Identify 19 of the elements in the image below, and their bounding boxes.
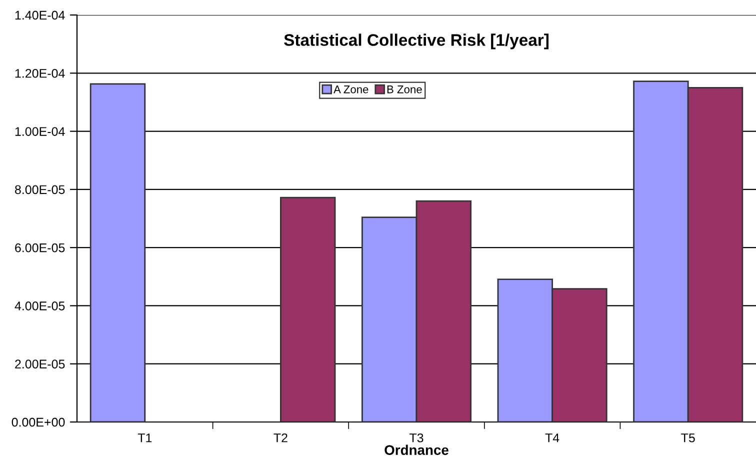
legend-label: A Zone <box>334 86 368 94</box>
y-tick-label: 1.40E-04 <box>15 10 65 20</box>
x-tick-label: T3 <box>409 433 424 442</box>
legend-label: B Zone <box>387 86 422 94</box>
y-tick-label: 6.00E-05 <box>15 243 65 252</box>
y-tick-label: 4.00E-05 <box>14 302 65 310</box>
x-tick-label: T1 <box>138 434 152 442</box>
x-axis-title: Ordnance <box>384 444 448 455</box>
y-tick-label: 8.00E-05 <box>15 185 65 194</box>
text: Statistical Collective Risk [1/year] <box>284 34 549 50</box>
y-tick-label: 1.20E-04 <box>15 68 65 78</box>
bar <box>280 196 336 422</box>
x-tick-label: T2 <box>274 433 288 442</box>
bar <box>90 83 146 422</box>
x-tick-label: T5 <box>681 434 695 442</box>
x-tick-label: T4 <box>545 434 560 442</box>
y-tick-label: 1.00E-04 <box>15 127 65 136</box>
y-tick-label: 0.00E+00 <box>12 418 65 427</box>
y-tick-label: 2.00E-05 <box>15 360 65 369</box>
